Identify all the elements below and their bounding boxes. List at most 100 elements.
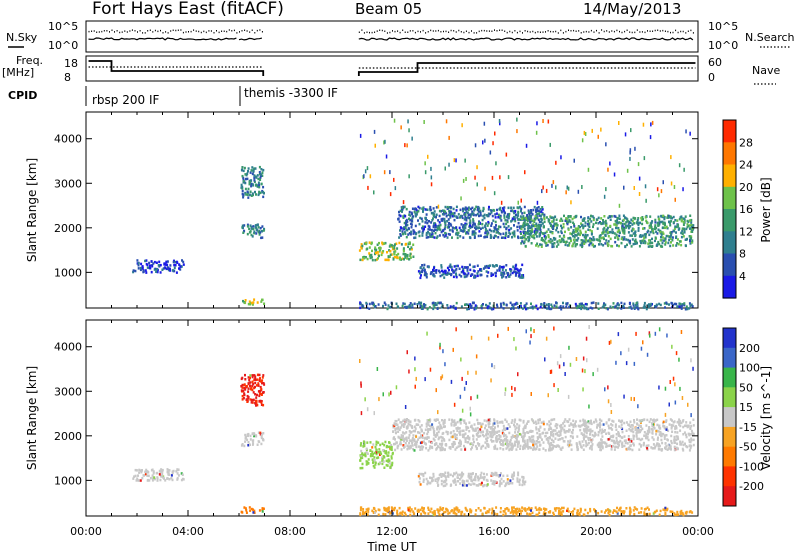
echo-cell: [542, 447, 544, 450]
echo-cell: [415, 215, 417, 218]
echo-cell: [476, 448, 478, 451]
echo-cell: [417, 509, 419, 512]
echo-cell: [241, 186, 243, 189]
echo-cell: [408, 227, 410, 230]
echo-cell: [612, 511, 614, 514]
echo-cell: [654, 427, 656, 430]
echo-cell: [375, 443, 377, 446]
velocity-plot-area: [86, 320, 698, 516]
echo-cell: [514, 431, 516, 434]
echo-cell: [418, 475, 420, 478]
echo-cell: [440, 449, 442, 452]
echo-cell: [249, 444, 251, 447]
echo-cell: [514, 419, 516, 422]
echo-cell: [555, 301, 557, 304]
echo-cell: [520, 302, 522, 305]
echo-cell: [550, 423, 552, 426]
echo-cell: [664, 227, 666, 230]
echo-cell: [384, 513, 386, 516]
echo-cell: [249, 509, 251, 512]
echo-cell: [553, 245, 555, 248]
echo-cell: [461, 473, 463, 476]
echo-cell: [524, 441, 526, 444]
echo-cell: [535, 209, 537, 212]
echo-cell: [478, 431, 480, 434]
echo-cell: [414, 507, 416, 510]
echo-cell: [409, 434, 411, 437]
echo-cell: [482, 227, 484, 230]
echo-cell: [391, 244, 393, 247]
echo-cell: [448, 214, 450, 217]
echo-cell: [586, 424, 588, 427]
echo-cell: [462, 480, 464, 483]
colorbar-segment: [723, 165, 736, 188]
echo-cell: [173, 264, 175, 267]
echo-cell: [616, 244, 618, 247]
echo-cell: [538, 430, 540, 433]
echo-cell: [135, 475, 137, 478]
nave-label: Nave: [752, 64, 780, 77]
echo-cell: [486, 275, 488, 278]
echo-cell: [552, 225, 554, 228]
echo-cell: [182, 474, 184, 477]
echo-cell: [512, 478, 514, 481]
echo-cell: [440, 302, 442, 305]
echo-cell: [244, 378, 246, 381]
echo-cell: [443, 426, 445, 429]
echo-cell: [460, 196, 462, 200]
echo-cell: [454, 443, 456, 446]
echo-cell: [446, 304, 448, 307]
echo-cell: [433, 222, 435, 225]
echo-cell: [664, 427, 666, 430]
echo-cell: [670, 418, 672, 421]
echo-cell: [471, 207, 473, 210]
echo-cell: [624, 435, 626, 438]
echo-cell: [601, 237, 603, 240]
echo-cell: [664, 222, 666, 225]
echo-cell: [499, 265, 501, 268]
echo-cell: [396, 247, 398, 250]
echo-cell: [244, 394, 246, 397]
echo-cell: [453, 276, 455, 279]
colorbar-tick-label: 28: [739, 136, 753, 149]
echo-cell: [474, 176, 476, 180]
echo-cell: [363, 174, 365, 178]
echo-cell: [359, 259, 361, 262]
echo-cell: [681, 220, 683, 223]
echo-cell: [252, 508, 254, 511]
echo-cell: [666, 509, 668, 512]
echo-cell: [610, 238, 612, 241]
echo-cell: [521, 510, 523, 512]
echo-cell: [566, 303, 568, 306]
echo-cell: [638, 162, 640, 166]
echo-cell: [433, 428, 435, 431]
echo-cell: [246, 173, 248, 176]
echo-cell: [361, 467, 363, 470]
echo-cell: [431, 480, 433, 483]
echo-cell: [535, 421, 537, 424]
echo-cell: [392, 452, 394, 455]
echo-cell: [521, 240, 523, 243]
echo-cell: [650, 418, 652, 421]
echo-cell: [477, 208, 479, 211]
echo-cell: [510, 270, 512, 273]
echo-cell: [608, 235, 610, 238]
echo-cell: [553, 180, 555, 184]
echo-cell: [368, 308, 370, 311]
echo-cell: [657, 187, 659, 191]
echo-cell: [485, 424, 487, 427]
echo-cell: [582, 419, 584, 422]
echo-cell: [253, 231, 255, 234]
echo-cell: [160, 271, 162, 274]
echo-cell: [450, 484, 452, 487]
y-tick-label: 2000: [54, 222, 82, 235]
echo-cell: [570, 435, 572, 438]
echo-cell: [548, 236, 550, 239]
echo-cell: [458, 213, 460, 216]
echo-cell: [260, 227, 262, 230]
echo-cell: [439, 215, 441, 218]
echo-cell: [447, 512, 449, 515]
echo-cell: [379, 444, 381, 447]
echo-cell: [624, 445, 626, 448]
echo-cell: [556, 227, 558, 230]
